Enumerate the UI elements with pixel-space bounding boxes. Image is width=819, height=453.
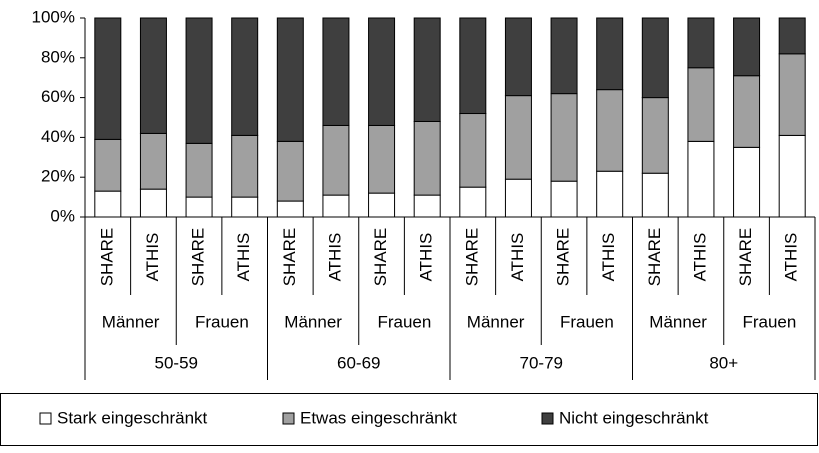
bar-segment [687,140,715,218]
bar-segment [94,17,122,140]
bar-segment [413,17,441,122]
bar-segment [733,146,761,218]
y-tick-label: 20% [41,167,75,186]
bar-segment [185,142,213,198]
bar-segment [596,17,624,91]
x-tick-label: ATHIS [599,233,618,282]
sex-label: Frauen [195,312,249,331]
x-tick-label: SHARE [736,228,755,287]
bar-segment [550,93,578,182]
age-label: 60-69 [337,353,380,372]
sex-label: Frauen [742,312,796,331]
x-tick-label: SHARE [97,228,116,287]
bar-segment [139,132,167,190]
bar-segment [459,113,487,188]
bar-segment [641,172,669,218]
bar-segment [231,17,259,136]
bar-segment [641,17,669,99]
x-tick-label: ATHIS [690,233,709,282]
bar-segment [322,124,350,196]
bar-segment [231,196,259,218]
bar-segment [276,200,304,218]
x-tick-label: ATHIS [508,233,527,282]
x-tick-label: SHARE [462,228,481,287]
bar-segment [139,17,167,134]
y-tick-label: 80% [41,47,75,66]
bar-segment [596,89,624,172]
bar-segment [368,124,396,194]
sex-label: Männer [102,312,160,331]
bar-segment [504,17,532,97]
legend-label: Nicht eingeschränkt [559,408,709,427]
y-tick-label: 0% [50,206,75,225]
x-tick-label: ATHIS [234,233,253,282]
bar-segment [596,170,624,218]
x-tick-label: ATHIS [325,233,344,282]
x-tick-label: SHARE [554,228,573,287]
bar-segment [459,186,487,218]
x-tick-label: SHARE [645,228,664,287]
sex-label: Frauen [560,312,614,331]
bar-segment [368,17,396,126]
bar-segment [94,190,122,218]
legend-label: Stark eingeschränkt [57,408,208,427]
y-tick-label: 100% [32,7,75,26]
legend-box [0,393,818,446]
bar-segment [322,17,350,126]
x-tick-label: ATHIS [782,233,801,282]
bar-segment [687,67,715,142]
bar-segment [413,120,441,196]
bar-segment [368,192,396,218]
bar-segment [733,17,761,77]
bar-segment [733,75,761,148]
x-tick-label: ATHIS [143,233,162,282]
bar-segment [322,194,350,218]
bar-segment [276,17,304,142]
age-label: 50-59 [155,353,198,372]
bar-segment [778,17,806,55]
bar-segment [413,194,441,218]
legend-swatch [39,412,52,425]
sex-label: Männer [649,312,707,331]
bar-segment [185,196,213,218]
sex-label: Männer [284,312,342,331]
y-tick-label: 60% [41,87,75,106]
bar-segment [550,180,578,218]
bar-segment [504,95,532,180]
legend-swatch [282,412,295,425]
bar-segment [504,178,532,218]
legend-swatch [541,412,554,425]
sex-label: Frauen [377,312,431,331]
bar-segment [778,134,806,218]
bar-segment [641,97,669,174]
bar-segment [139,188,167,218]
sex-label: Männer [467,312,525,331]
x-tick-label: ATHIS [417,233,436,282]
bar-segment [231,134,259,198]
age-label: 70-79 [520,353,563,372]
bar-segment [94,138,122,192]
x-tick-label: SHARE [189,228,208,287]
bar-segment [459,17,487,115]
bar-segment [185,17,213,144]
bar-segment [550,17,578,95]
y-tick-label: 40% [41,127,75,146]
bar-segment [778,53,806,136]
bar-segment [687,17,715,69]
bar-segment [276,140,304,202]
age-label: 80+ [709,353,738,372]
x-tick-label: SHARE [371,228,390,287]
legend-label: Etwas eingeschränkt [300,408,457,427]
x-tick-label: SHARE [280,228,299,287]
